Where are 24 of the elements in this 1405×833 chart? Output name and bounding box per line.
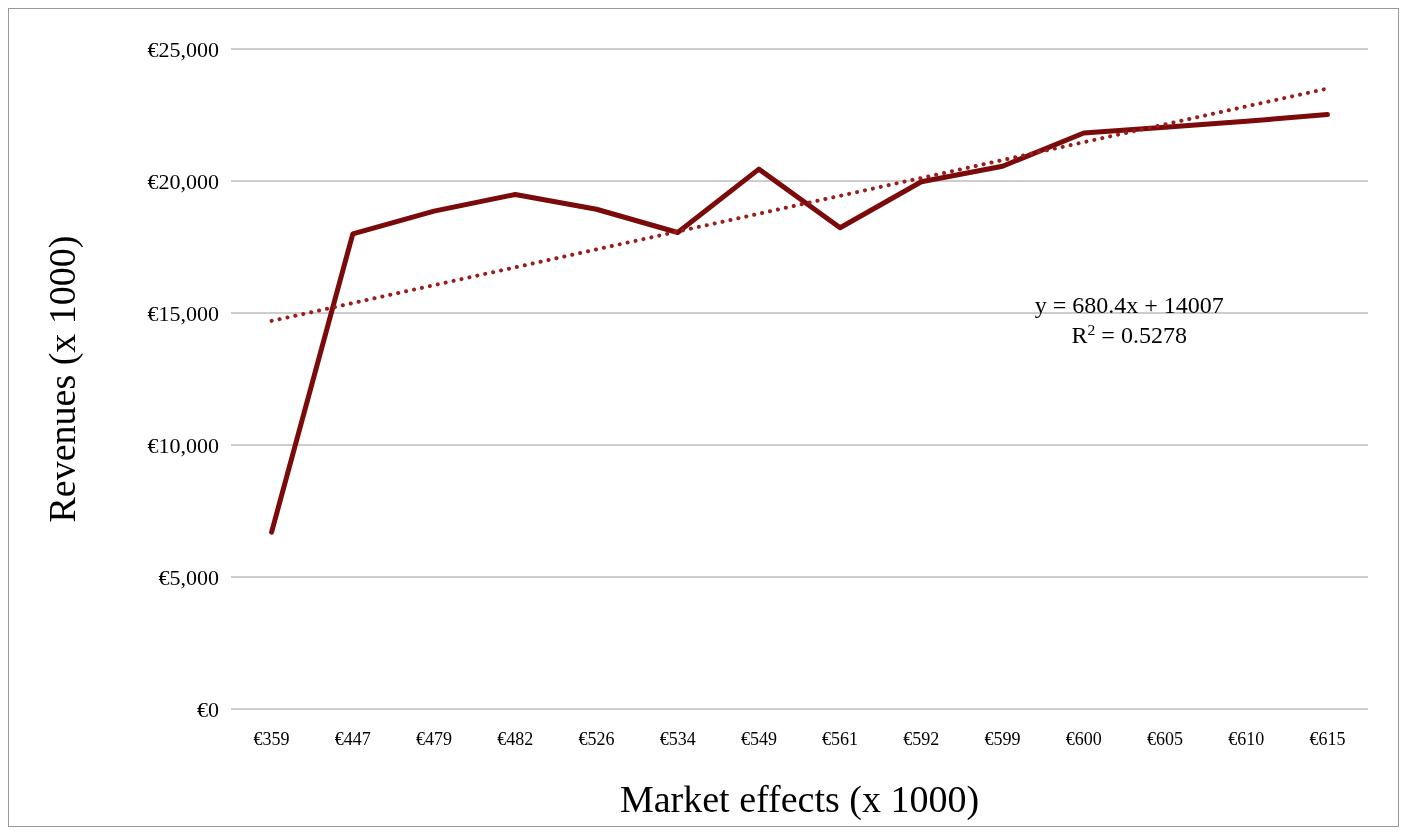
y-tick-label: €5,000 (158, 564, 219, 590)
x-tick-label: €549 (740, 729, 777, 749)
x-tick-label: €482 (497, 729, 534, 749)
x-tick-label: €610 (1228, 729, 1265, 749)
x-tick-label: €447 (334, 729, 371, 749)
annotation: R$^{2}$ = 0.5278 (1071, 320, 1187, 348)
x-tick-label: €534 (659, 729, 696, 749)
x-tick-label: €599 (984, 729, 1021, 749)
y-axis-title: Revenues (x 1000) (41, 235, 84, 523)
x-tick-label: €359 (253, 729, 290, 749)
x-tick-label: €526 (578, 729, 615, 749)
x-tick-label: €592 (903, 729, 940, 749)
x-axis-title: Market effects (x 1000) (619, 778, 980, 821)
y-tick-label: €10,000 (147, 432, 219, 458)
x-tick-label: €605 (1146, 729, 1183, 749)
y-tick-label: €25,000 (147, 36, 219, 62)
y-tick-label: €20,000 (147, 168, 219, 194)
annotation: y = 680.4x + 14007 (1034, 292, 1224, 318)
x-tick-label: €561 (822, 729, 859, 749)
x-tick-label: €615 (1309, 729, 1346, 749)
y-tick-label: €0 (197, 696, 219, 722)
y-tick-label: €15,000 (147, 300, 219, 326)
x-tick-label: €479 (416, 729, 453, 749)
x-tick-label: €600 (1065, 729, 1102, 749)
